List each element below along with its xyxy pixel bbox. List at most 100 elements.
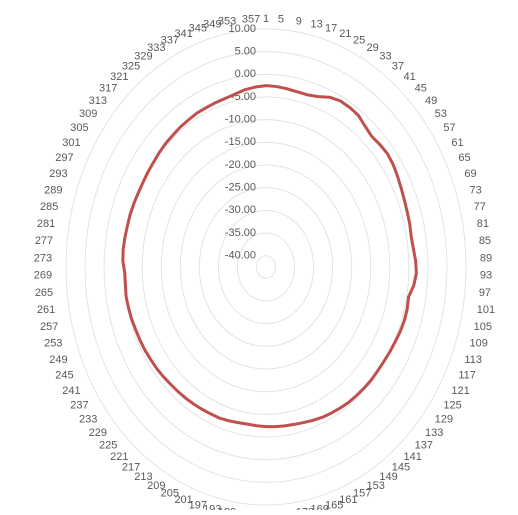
grid-ring [65,28,467,506]
category-label: 333 [147,42,165,54]
category-label: 237 [70,400,88,412]
category-label: 101 [477,304,495,316]
category-label: 133 [425,427,443,439]
category-label: 289 [44,184,62,196]
r-tick-label: 10.00 [228,23,256,35]
category-label: 53 [435,108,447,120]
r-tick-label: -35.00 [225,227,256,239]
category-label: 225 [99,439,117,451]
category-label: 297 [55,152,73,164]
category-label: 285 [40,201,58,213]
category-label: 341 [174,28,192,40]
category-label: 57 [443,122,455,134]
grid-ring [255,255,277,279]
category-label: 121 [451,385,469,397]
r-tick-label: 5.00 [235,46,256,58]
category-label: 109 [470,338,488,350]
grid-ring [217,209,315,325]
grid-ring [236,232,296,302]
category-label: 261 [37,304,55,316]
category-label: 221 [110,451,128,463]
category-label: 105 [474,321,492,333]
category-label: 153 [366,480,384,492]
category-label: 273 [34,252,52,264]
category-label: 145 [392,462,410,474]
category-label: 17 [325,23,337,35]
grid-ring [84,51,448,483]
r-tick-label: -10.00 [225,114,256,126]
category-label: 61 [451,137,463,149]
r-tick-label: -40.00 [225,250,256,262]
category-label: 241 [62,385,80,397]
series-line [121,84,418,429]
category-label: 229 [89,427,107,439]
category-label: 349 [203,18,221,30]
category-label: 69 [464,168,476,180]
category-label: 277 [35,235,53,247]
grid-ring [198,187,334,347]
grid-ring [103,73,429,461]
category-label: 85 [479,235,491,247]
category-label: 245 [55,370,73,382]
category-label: 233 [79,414,97,426]
category-label: 173 [296,506,314,510]
category-label: 345 [189,23,207,35]
category-label: 161 [339,494,357,506]
category-label: 329 [134,51,152,63]
category-label: 193 [203,503,221,510]
r-tick-label: -30.00 [225,204,256,216]
category-label: 129 [435,414,453,426]
category-label: 13 [310,18,322,30]
category-label: 269 [34,270,52,282]
grid-ring [141,119,391,415]
category-label: 117 [458,370,476,382]
category-label: 97 [479,287,491,299]
category-label: 249 [49,354,67,366]
category-label: 125 [443,400,461,412]
category-label: 49 [425,95,437,107]
category-label: 21 [339,28,351,40]
category-label: 205 [161,487,179,499]
category-label: 325 [122,60,140,72]
r-tick-label: -20.00 [225,159,256,171]
grid-ring [179,164,353,370]
r-tick-label: -15.00 [225,136,256,148]
category-label: 213 [134,471,152,483]
category-label: 281 [37,218,55,230]
grid-ring [160,141,372,393]
category-label: 81 [477,218,489,230]
category-label: 9 [296,15,302,27]
category-label: 209 [147,480,165,492]
category-label: 257 [40,321,58,333]
category-label: 45 [415,83,427,95]
category-label: 33 [379,51,391,63]
category-label: 201 [174,494,192,506]
category-label: 73 [470,184,482,196]
category-label: 157 [353,487,371,499]
category-label: 313 [89,95,107,107]
category-label: 41 [404,71,416,83]
r-tick-label: 0.00 [235,68,256,80]
category-label: 1 [263,13,269,25]
category-label: 353 [218,15,236,27]
category-label: 305 [70,122,88,134]
category-label: 65 [458,152,470,164]
category-label: 253 [44,338,62,350]
category-label: 141 [404,451,422,463]
category-label: 301 [62,137,80,149]
category-label: 137 [415,439,433,451]
category-label: 217 [122,462,140,474]
category-label: 165 [325,499,343,510]
category-label: 321 [110,71,128,83]
category-label: 337 [161,34,179,46]
category-label: 309 [79,108,97,120]
category-label: 197 [189,499,207,510]
category-label: 149 [379,471,397,483]
category-label: 25 [353,34,365,46]
category-label: 93 [480,270,492,282]
r-tick-label: -25.00 [225,182,256,194]
category-label: 29 [366,42,378,54]
category-label: 5 [278,14,284,26]
category-label: 37 [392,60,404,72]
